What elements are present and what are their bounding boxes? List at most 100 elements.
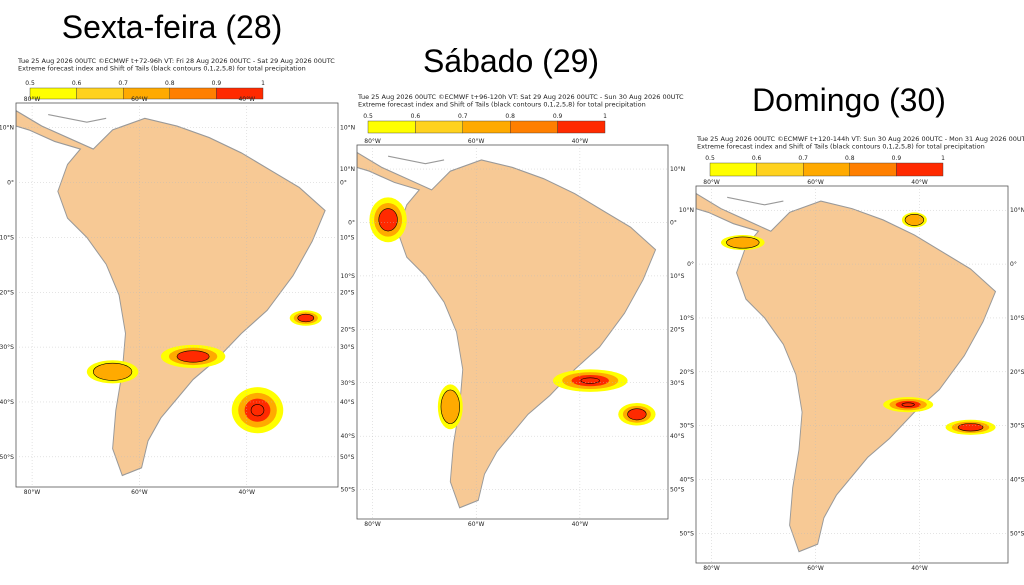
colorbar-tick: 0.7: [798, 155, 808, 162]
colorbar-tick: 0.9: [553, 113, 563, 120]
lon-label: 40°W: [911, 565, 928, 572]
colorbar-tick: 0.5: [25, 80, 35, 87]
lon-label: 80°W: [364, 521, 381, 528]
lon-label: 40°W: [911, 179, 928, 186]
colorbar-segment: [76, 87, 124, 100]
lat-label: 10°N: [340, 125, 355, 132]
colorbar-tick: 0.6: [752, 155, 762, 162]
colorbar-tick: 0.6: [411, 113, 421, 120]
precip-area: [250, 404, 265, 417]
lat-label: 40°S: [1010, 477, 1024, 484]
lat-label: 50°S: [0, 454, 14, 461]
map-header: Extreme forecast index and Shift of Tail…: [358, 101, 646, 109]
colorbar-segment: [415, 120, 463, 134]
colorbar-tick: 1: [941, 155, 945, 162]
lat-label: 40°S: [341, 433, 356, 440]
colorbar-segment: [462, 120, 511, 134]
lat-label: 20°S: [341, 326, 356, 333]
lat-label: 50°S: [1010, 530, 1024, 537]
lon-label: 60°W: [131, 96, 148, 103]
colorbar-tick: 0.8: [845, 155, 855, 162]
precip-area: [957, 423, 984, 432]
lat-label: 20°S: [680, 369, 695, 376]
lon-label: 80°W: [703, 179, 720, 186]
colorbar-segment: [849, 162, 897, 177]
panel-title: Domingo (30): [752, 82, 946, 118]
precip-overlay: [720, 212, 996, 435]
colorbar-tick: 0.8: [165, 80, 175, 87]
colorbar-segment: [709, 162, 757, 177]
lat-label: 10°N: [340, 166, 355, 173]
lon-label: 80°W: [24, 96, 41, 103]
lon-label: 80°W: [703, 565, 720, 572]
lat-label: 10°N: [679, 207, 694, 214]
lat-label: 50°S: [670, 487, 685, 494]
map-frame: [356, 144, 669, 520]
lon-label: 60°W: [468, 138, 485, 145]
lat-label: 20°S: [670, 326, 685, 333]
lat-label: 20°S: [1010, 369, 1024, 376]
map: [16, 103, 338, 487]
lat-label: 30°S: [341, 380, 356, 387]
lat-label: 20°S: [340, 289, 355, 296]
precip-area: [176, 350, 210, 363]
map-frame: [695, 185, 1009, 564]
colorbar-segment: [510, 120, 558, 134]
precip-area: [440, 389, 460, 424]
lat-label: 30°S: [1010, 423, 1024, 430]
lat-label: 20°S: [0, 289, 14, 296]
colorbar-segment: [367, 120, 416, 134]
colorbar-segment: [169, 87, 217, 100]
colorbar-tick: 0.5: [363, 113, 373, 120]
lat-label: 0°: [687, 261, 694, 268]
lon-label: 60°W: [468, 521, 485, 528]
lon-label: 40°W: [238, 96, 255, 103]
lon-label: 80°W: [24, 489, 41, 496]
lat-label: 40°S: [0, 399, 14, 406]
lat-label: 10°N: [0, 125, 14, 132]
lat-label: 10°S: [680, 315, 695, 322]
colorbar-tick: 0.6: [72, 80, 82, 87]
lat-label: 40°S: [670, 433, 685, 440]
lat-label: 0°: [1010, 261, 1017, 268]
lat-label: 10°N: [1010, 207, 1024, 214]
precip-area: [297, 313, 315, 323]
colorbar-segment: [803, 162, 851, 177]
map-header: Tue 25 Aug 2026 00UTC ©ECMWF t+96-120h V…: [357, 93, 684, 101]
map: [357, 145, 668, 519]
lat-label: 50°S: [341, 487, 356, 494]
colorbar-tick: 0.8: [505, 113, 515, 120]
lat-label: 30°S: [680, 423, 695, 430]
precip-area: [378, 208, 398, 232]
lon-label: 80°W: [364, 138, 381, 145]
map-header: Tue 25 Aug 2026 00UTC ©ECMWF t+72-96h VT…: [17, 57, 335, 65]
lon-label: 40°W: [238, 489, 255, 496]
lat-label: 30°S: [0, 344, 14, 351]
colorbar-tick: 0.9: [212, 80, 222, 87]
lat-label: 0°: [348, 219, 355, 226]
lat-label: 0°: [7, 180, 14, 187]
lon-label: 40°W: [572, 521, 589, 528]
lon-label: 40°W: [572, 138, 589, 145]
precip-overlay: [86, 310, 322, 434]
map-frame: [15, 102, 339, 488]
precip-overlay: [369, 197, 656, 430]
precip-area: [92, 362, 133, 381]
colorbar-tick: 1: [603, 113, 607, 120]
lat-label: 10°N: [670, 166, 685, 173]
map-header: Extreme forecast index and Shift of Tail…: [697, 143, 985, 151]
lon-label: 60°W: [807, 565, 824, 572]
panel-title: Sábado (29): [423, 43, 599, 79]
lon-label: 60°W: [807, 179, 824, 186]
lat-label: 10°S: [340, 234, 355, 241]
lat-label: 40°S: [680, 477, 695, 484]
lon-label: 60°W: [131, 489, 148, 496]
precip-area: [726, 236, 760, 249]
lat-label: 30°S: [340, 344, 355, 351]
lat-label: 50°S: [340, 454, 355, 461]
lat-label: 0°: [670, 219, 677, 226]
colorbar-segment: [216, 87, 264, 100]
lat-label: 30°S: [670, 380, 685, 387]
colorbar-tick: 0.5: [705, 155, 715, 162]
lat-label: 10°S: [1010, 315, 1024, 322]
